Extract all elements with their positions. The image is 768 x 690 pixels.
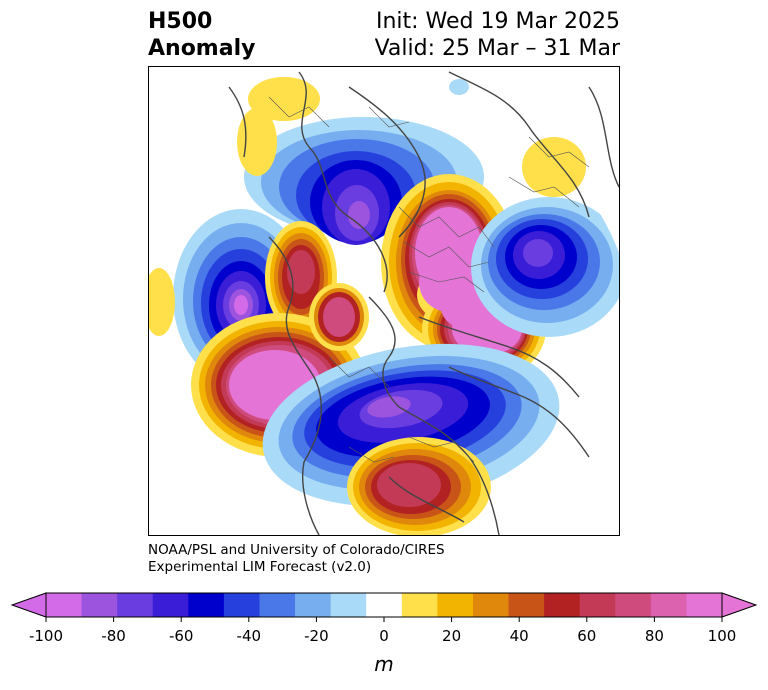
colorbar-segment — [401, 593, 438, 617]
colorbar-segment — [152, 593, 189, 617]
colorbar-segment — [686, 593, 723, 617]
colorbar-tick-label: -100 — [29, 627, 63, 645]
negative-anomaly-east — [471, 197, 619, 337]
colorbar-segment — [579, 593, 616, 617]
colorbar-unit-label: m — [374, 652, 393, 676]
colorbar-segment — [188, 593, 225, 617]
colorbar-segment — [544, 593, 581, 617]
colorbar-tick-label: 80 — [645, 627, 664, 645]
colorbar: -100 -80 -60 -40 -20 0 20 40 60 80 100 m — [0, 585, 768, 686]
colorbar-tick-label: -20 — [304, 627, 329, 645]
positive-anomaly-top-patches — [149, 77, 586, 336]
colorbar-tick-label: 20 — [442, 627, 461, 645]
country-borders — [268, 96, 590, 463]
colorbar-segment — [508, 593, 545, 617]
credit-line-2: Experimental LIM Forecast (v2.0) — [148, 559, 372, 575]
colorbar-segment — [437, 593, 474, 617]
colorbar-segment — [330, 593, 367, 617]
colorbar-segment — [81, 593, 118, 617]
colorbar-tick-label: 0 — [379, 627, 389, 645]
forecast-dates: Init: Wed 19 Mar 2025 Valid: 25 Mar – 31… — [375, 8, 620, 62]
colorbar-svg: -100 -80 -60 -40 -20 0 20 40 60 80 100 m — [10, 592, 758, 676]
colorbar-segment — [259, 593, 296, 617]
positive-anomaly-southwest — [191, 283, 369, 457]
colorbar-tick-label: 40 — [510, 627, 529, 645]
anomaly-map-svg — [149, 67, 619, 535]
colorbar-segment — [615, 593, 652, 617]
colorbar-tick-label: 100 — [708, 627, 737, 645]
colorbar-tick-label: -40 — [237, 627, 262, 645]
colorbar-segment — [650, 593, 687, 617]
colorbar-tick-label: 60 — [577, 627, 596, 645]
valid-range: Valid: 25 Mar – 31 Mar — [374, 36, 620, 61]
colorbar-segment — [295, 593, 332, 617]
colorbar-extend-high — [721, 592, 758, 618]
map-title: H500 Anomaly — [148, 8, 255, 62]
credit-line-1: NOAA/PSL and University of Colorado/CIRE… — [148, 542, 445, 558]
map-credit: NOAA/PSL and University of Colorado/CIRE… — [148, 542, 445, 576]
colorbar-segment — [472, 593, 510, 617]
positive-anomaly-southeast — [347, 437, 491, 535]
colorbar-segment — [223, 593, 260, 617]
colorbar-extend-low — [10, 592, 47, 618]
colorbar-segment — [366, 593, 403, 617]
init-date: Init: Wed 19 Mar 2025 — [375, 9, 620, 34]
colorbar-segment — [46, 593, 83, 617]
colorbar-segment — [117, 593, 154, 617]
polar-map — [148, 66, 620, 536]
title-field: Anomaly — [148, 36, 256, 61]
title-variable: H500 — [148, 9, 213, 34]
colorbar-tick-label: -60 — [169, 627, 194, 645]
colorbar-tick-label: -80 — [101, 627, 126, 645]
